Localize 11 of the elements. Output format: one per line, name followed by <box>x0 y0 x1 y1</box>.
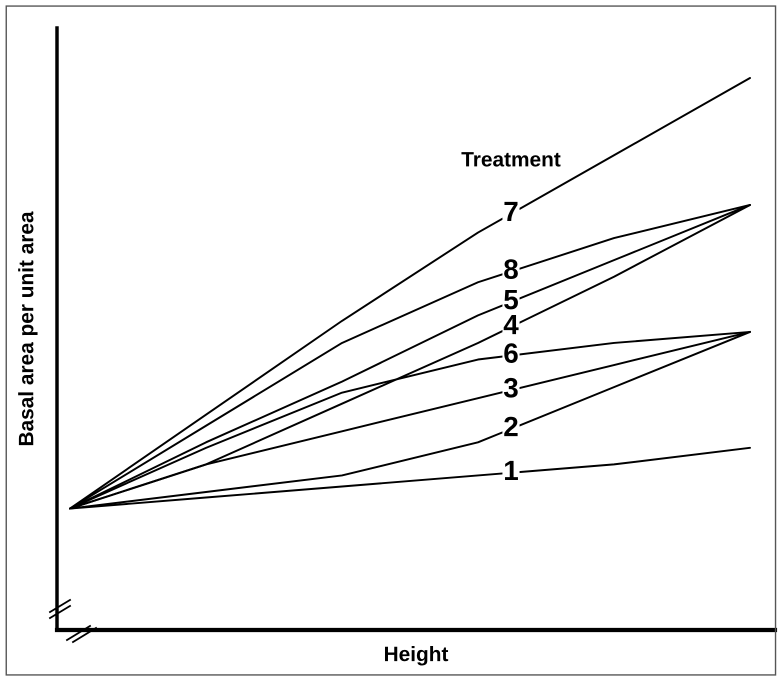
series-label: 5 <box>504 290 518 310</box>
series-label: 7 <box>504 202 518 221</box>
series-label: 6 <box>504 343 518 363</box>
series-label: 1 <box>505 460 518 480</box>
series-label: 4 <box>504 314 519 334</box>
series-label: 2 <box>504 416 518 436</box>
series-label: 8 <box>504 259 518 279</box>
legend-title: Treatment <box>461 152 561 167</box>
x-axis-title: Height <box>384 646 448 666</box>
series-label: 3 <box>504 378 518 398</box>
y-axis-title: Basal area per unit area <box>18 211 38 446</box>
